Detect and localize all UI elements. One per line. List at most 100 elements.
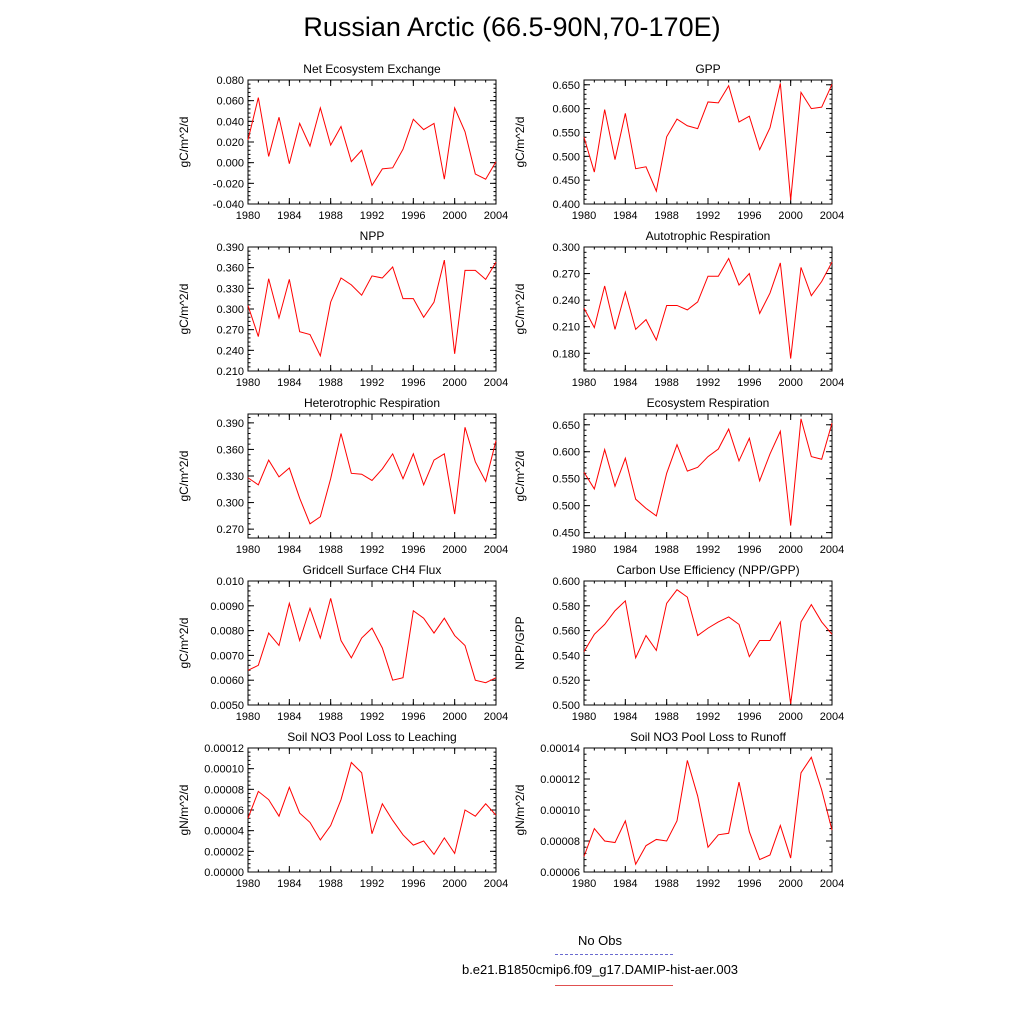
y-tick-label: 0.300 <box>216 498 244 510</box>
y-tick-label: 0.0070 <box>210 650 244 662</box>
y-tick-label: 0.210 <box>552 322 580 334</box>
legend: No Obs b.e21.B1850cmip6.f09_g17.DAMIP-hi… <box>430 930 770 1000</box>
x-tick-label: 1984 <box>613 377 637 389</box>
x-tick-label: 1992 <box>696 878 720 890</box>
panel-8: Carbon Use Efficiency (NPP/GPP) NPP/GPP 19… <box>513 563 844 723</box>
x-tick-label: 1992 <box>360 377 384 389</box>
y-tick-label: 0.540 <box>552 650 580 662</box>
y-tick-label: 0.500 <box>552 501 580 513</box>
y-tick-label: 0.390 <box>216 418 244 430</box>
panel-7: Gridcell Surface CH4 Flux gC/m^2/d 1980 198… <box>177 563 508 723</box>
panel-4: Autotrophic Respiration gC/m^2/d 1980 1984 1… <box>513 229 844 389</box>
series-line <box>583 83 833 201</box>
plot-frame <box>583 580 833 706</box>
x-tick-label: 1980 <box>572 711 596 723</box>
y-tick-label: 0.330 <box>216 283 244 295</box>
x-tick-label: 1984 <box>613 210 637 222</box>
x-tick-label: 2000 <box>442 544 466 556</box>
y-axis-label: gC/m^2/d <box>177 618 191 669</box>
x-tick-label: 1992 <box>696 210 720 222</box>
y-tick-label: 0.00012 <box>540 774 580 786</box>
x-tick-label: 1988 <box>318 377 342 389</box>
plot-frame <box>247 747 497 873</box>
x-tick-label: 1984 <box>277 377 301 389</box>
y-tick-label: 0.450 <box>552 528 580 540</box>
y-tick-label: -0.020 <box>213 178 244 190</box>
y-tick-label: 0.240 <box>216 345 244 357</box>
y-tick-label: 0.000 <box>216 158 244 170</box>
series-line <box>583 257 833 359</box>
y-tick-label: 0.390 <box>216 242 244 254</box>
plot-frame <box>583 413 833 539</box>
plot-frame <box>247 580 497 706</box>
plot-frame <box>583 747 833 873</box>
y-axis-label: gC/m^2/d <box>177 284 191 335</box>
panel-5: Heterotrophic Respiration gC/m^2/d 1980 198… <box>177 396 508 556</box>
y-tick-label: 0.400 <box>552 199 580 211</box>
main-title: Russian Arctic (66.5-90N,70-170E) <box>303 12 721 42</box>
y-tick-label: 0.0080 <box>210 626 244 638</box>
panel-title: Ecosystem Respiration <box>647 396 770 410</box>
x-tick-label: 1988 <box>318 878 342 890</box>
x-tick-label: 2004 <box>820 544 844 556</box>
panel-title: Carbon Use Efficiency (NPP/GPP) <box>616 563 799 577</box>
y-axis-label: gC/m^2/d <box>513 117 527 168</box>
y-tick-label: 0.520 <box>552 675 580 687</box>
y-tick-label: 0.040 <box>216 116 244 128</box>
x-tick-label: 1988 <box>654 544 678 556</box>
x-tick-label: 1980 <box>236 878 260 890</box>
y-tick-label: 0.550 <box>552 474 580 486</box>
series-line <box>583 418 833 526</box>
x-tick-label: 1992 <box>360 878 384 890</box>
y-tick-label: 0.650 <box>552 80 580 92</box>
y-axis-label: gC/m^2/d <box>513 284 527 335</box>
legend-line-no-obs <box>555 954 673 955</box>
x-tick-label: 1980 <box>572 544 596 556</box>
y-axis-label: gN/m^2/d <box>177 785 191 836</box>
y-tick-label: 0.600 <box>552 447 580 459</box>
series-line <box>583 756 833 866</box>
series-line <box>247 598 497 684</box>
series-line <box>247 259 497 358</box>
x-tick-label: 1980 <box>572 210 596 222</box>
y-tick-label: 0.650 <box>552 420 580 432</box>
y-tick-label: 0.270 <box>216 524 244 536</box>
y-tick-label: 0.560 <box>552 626 580 638</box>
x-tick-label: 2000 <box>778 544 802 556</box>
x-tick-label: 1980 <box>236 711 260 723</box>
x-tick-label: 1996 <box>401 878 425 890</box>
y-tick-label: 0.180 <box>552 348 580 360</box>
x-tick-label: 1984 <box>613 711 637 723</box>
y-tick-label: 0.020 <box>216 137 244 149</box>
x-tick-label: 2000 <box>778 377 802 389</box>
x-tick-label: 1980 <box>236 544 260 556</box>
x-tick-label: 1996 <box>737 711 761 723</box>
x-tick-label: 2004 <box>820 878 844 890</box>
x-tick-label: 1996 <box>401 377 425 389</box>
y-tick-label: 0.500 <box>552 700 580 712</box>
x-tick-label: 1996 <box>737 210 761 222</box>
x-tick-label: 2000 <box>442 377 466 389</box>
series-line <box>247 761 497 856</box>
x-tick-label: 1984 <box>277 210 301 222</box>
y-tick-label: 0.300 <box>552 242 580 254</box>
y-tick-label: 0.210 <box>216 366 244 378</box>
y-tick-label: 0.600 <box>552 576 580 588</box>
y-tick-label: 0.330 <box>216 471 244 483</box>
y-tick-label: 0.270 <box>552 269 580 281</box>
panel-title: Soil NO3 Pool Loss to Leaching <box>287 730 456 744</box>
series-line <box>583 588 833 704</box>
y-tick-label: 0.360 <box>216 263 244 275</box>
x-tick-label: 2004 <box>820 377 844 389</box>
x-tick-label: 1996 <box>737 878 761 890</box>
x-tick-label: 1996 <box>737 544 761 556</box>
x-tick-label: 1988 <box>654 377 678 389</box>
y-axis-label: gN/m^2/d <box>513 785 527 836</box>
y-tick-label: 0.240 <box>552 295 580 307</box>
y-axis-label: gC/m^2/d <box>177 117 191 168</box>
legend-line-model <box>555 985 673 986</box>
x-tick-label: 2000 <box>442 711 466 723</box>
y-tick-label: 0.0090 <box>210 601 244 613</box>
x-tick-label: 2004 <box>484 711 508 723</box>
plot-frame <box>247 246 497 372</box>
